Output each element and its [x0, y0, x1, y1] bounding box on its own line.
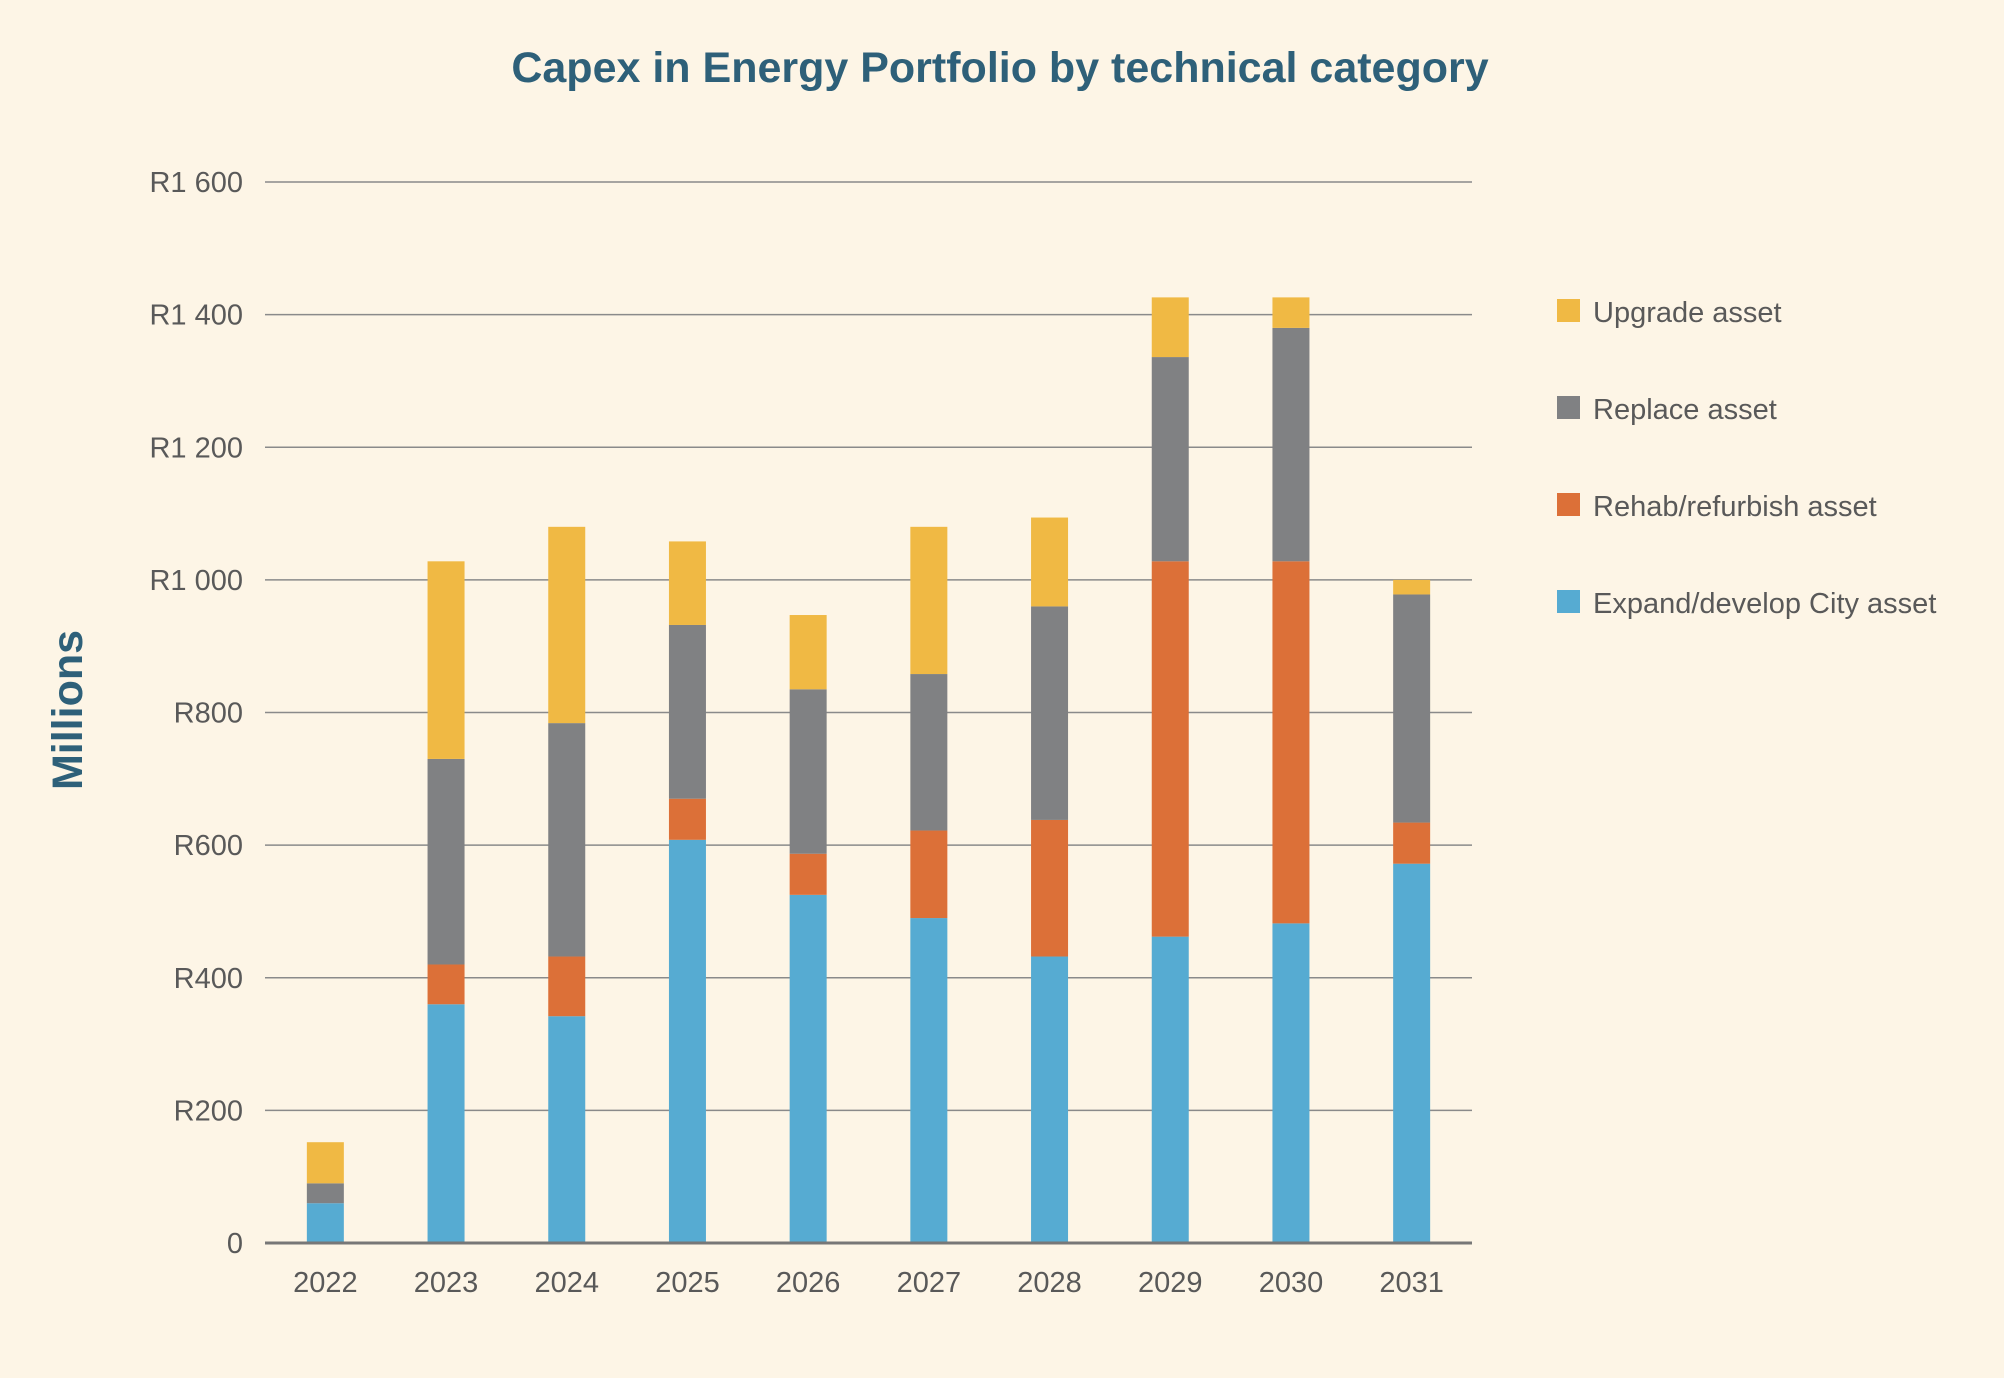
bar-segment-2025-s2[interactable]: [668, 624, 706, 799]
bar-segment-2028-s3[interactable]: [1031, 517, 1069, 607]
bar-segment-2026-s3[interactable]: [789, 615, 827, 690]
bar-segment-2024-s0[interactable]: [548, 1016, 586, 1243]
legend-label: Rehab/refurbish asset: [1593, 491, 1877, 523]
chart-title: Capex in Energy Portfolio by technical c…: [511, 44, 1488, 92]
x-tick-label: 2027: [897, 1267, 962, 1299]
bar-segment-2027-s3[interactable]: [910, 526, 948, 675]
bar-segment-2022-s3[interactable]: [306, 1142, 344, 1184]
y-tick-label: R1 000: [149, 565, 243, 597]
x-axis-ticks: 2022 2023 2024 2025 2026 2027 2028 2029 2030 2031: [293, 1267, 1444, 1299]
bar-segment-2031-s0[interactable]: [1393, 863, 1431, 1243]
x-tick-label: 2022: [293, 1267, 358, 1299]
bar-segment-2027-s2[interactable]: [910, 674, 948, 831]
bar-segment-2031-s2[interactable]: [1393, 594, 1431, 823]
bar-segment-2027-s0[interactable]: [910, 918, 948, 1243]
bar-segment-2031-s1[interactable]: [1393, 822, 1431, 864]
bar-segment-2023-s3[interactable]: [427, 561, 465, 759]
bar-segment-2030-s2[interactable]: [1272, 327, 1310, 562]
bar-segment-2023-s1[interactable]: [427, 964, 465, 1005]
bar-segment-2027-s1[interactable]: [910, 830, 948, 919]
bar-segment-2028-s1[interactable]: [1031, 819, 1069, 957]
y-tick-label: R1 200: [149, 432, 243, 464]
x-tick-label: 2025: [655, 1267, 720, 1299]
bar-segment-2023-s0[interactable]: [427, 1004, 465, 1243]
bar-segment-2023-s2[interactable]: [427, 758, 465, 965]
bar-segment-2025-s0[interactable]: [668, 839, 706, 1243]
bars: [306, 297, 1431, 1243]
legend-swatch: [1557, 590, 1580, 613]
bar-segment-2029-s0[interactable]: [1151, 936, 1189, 1243]
legend-label: Expand/develop City asset: [1593, 588, 1936, 620]
bar-segment-2024-s3[interactable]: [548, 526, 586, 724]
bar-segment-2028-s0[interactable]: [1031, 956, 1069, 1243]
bar-segment-2028-s2[interactable]: [1031, 606, 1069, 820]
bar-segment-2026-s1[interactable]: [789, 853, 827, 895]
bar-segment-2022-s0[interactable]: [306, 1203, 344, 1243]
y-tick-label: R400: [174, 963, 243, 995]
x-tick-label: 2031: [1379, 1267, 1444, 1299]
y-axis-ticks: 0 R200 R400 R600 R800 R1 000 R1 200 R1 400 R1 60…: [149, 167, 243, 1260]
legend-swatch: [1557, 299, 1580, 322]
x-tick-label: 2024: [534, 1267, 599, 1299]
legend-label: Replace asset: [1593, 394, 1777, 426]
legend-swatch: [1557, 396, 1580, 419]
bar-segment-2030-s1[interactable]: [1272, 561, 1310, 924]
bar-segment-2031-s3[interactable]: [1393, 579, 1431, 595]
y-tick-label: R800: [174, 698, 243, 730]
bar-segment-2025-s1[interactable]: [668, 798, 706, 840]
legend[interactable]: Upgrade asset Replace asset Rehab/refurbis…: [1557, 297, 1936, 620]
y-axis-label: Millions: [44, 630, 92, 790]
x-tick-label: 2028: [1017, 1267, 1082, 1299]
bar-segment-2024-s2[interactable]: [548, 723, 586, 957]
x-tick-label: 2026: [776, 1267, 841, 1299]
bar-segment-2029-s2[interactable]: [1151, 357, 1189, 562]
bar-segment-2024-s1[interactable]: [548, 956, 586, 1017]
bar-segment-2025-s3[interactable]: [668, 541, 706, 625]
bar-segment-2029-s1[interactable]: [1151, 561, 1189, 937]
bar-segment-2029-s3[interactable]: [1151, 297, 1189, 358]
bar-segment-2030-s3[interactable]: [1272, 297, 1310, 328]
y-tick-label: R200: [174, 1095, 243, 1127]
gridlines: [265, 181, 1472, 1112]
x-tick-label: 2029: [1138, 1267, 1203, 1299]
bar-segment-2026-s2[interactable]: [789, 689, 827, 854]
legend-label: Upgrade asset: [1593, 297, 1782, 329]
bar-segment-2022-s2[interactable]: [306, 1183, 344, 1204]
y-tick-label: 0: [227, 1228, 243, 1260]
legend-swatch: [1557, 493, 1580, 516]
y-tick-label: R600: [174, 830, 243, 862]
y-tick-label: R1 600: [149, 167, 243, 199]
bar-segment-2030-s0[interactable]: [1272, 923, 1310, 1243]
bar-segment-2026-s0[interactable]: [789, 894, 827, 1243]
y-tick-label: R1 400: [149, 300, 243, 332]
x-tick-label: 2023: [414, 1267, 479, 1299]
x-tick-label: 2030: [1259, 1267, 1324, 1299]
